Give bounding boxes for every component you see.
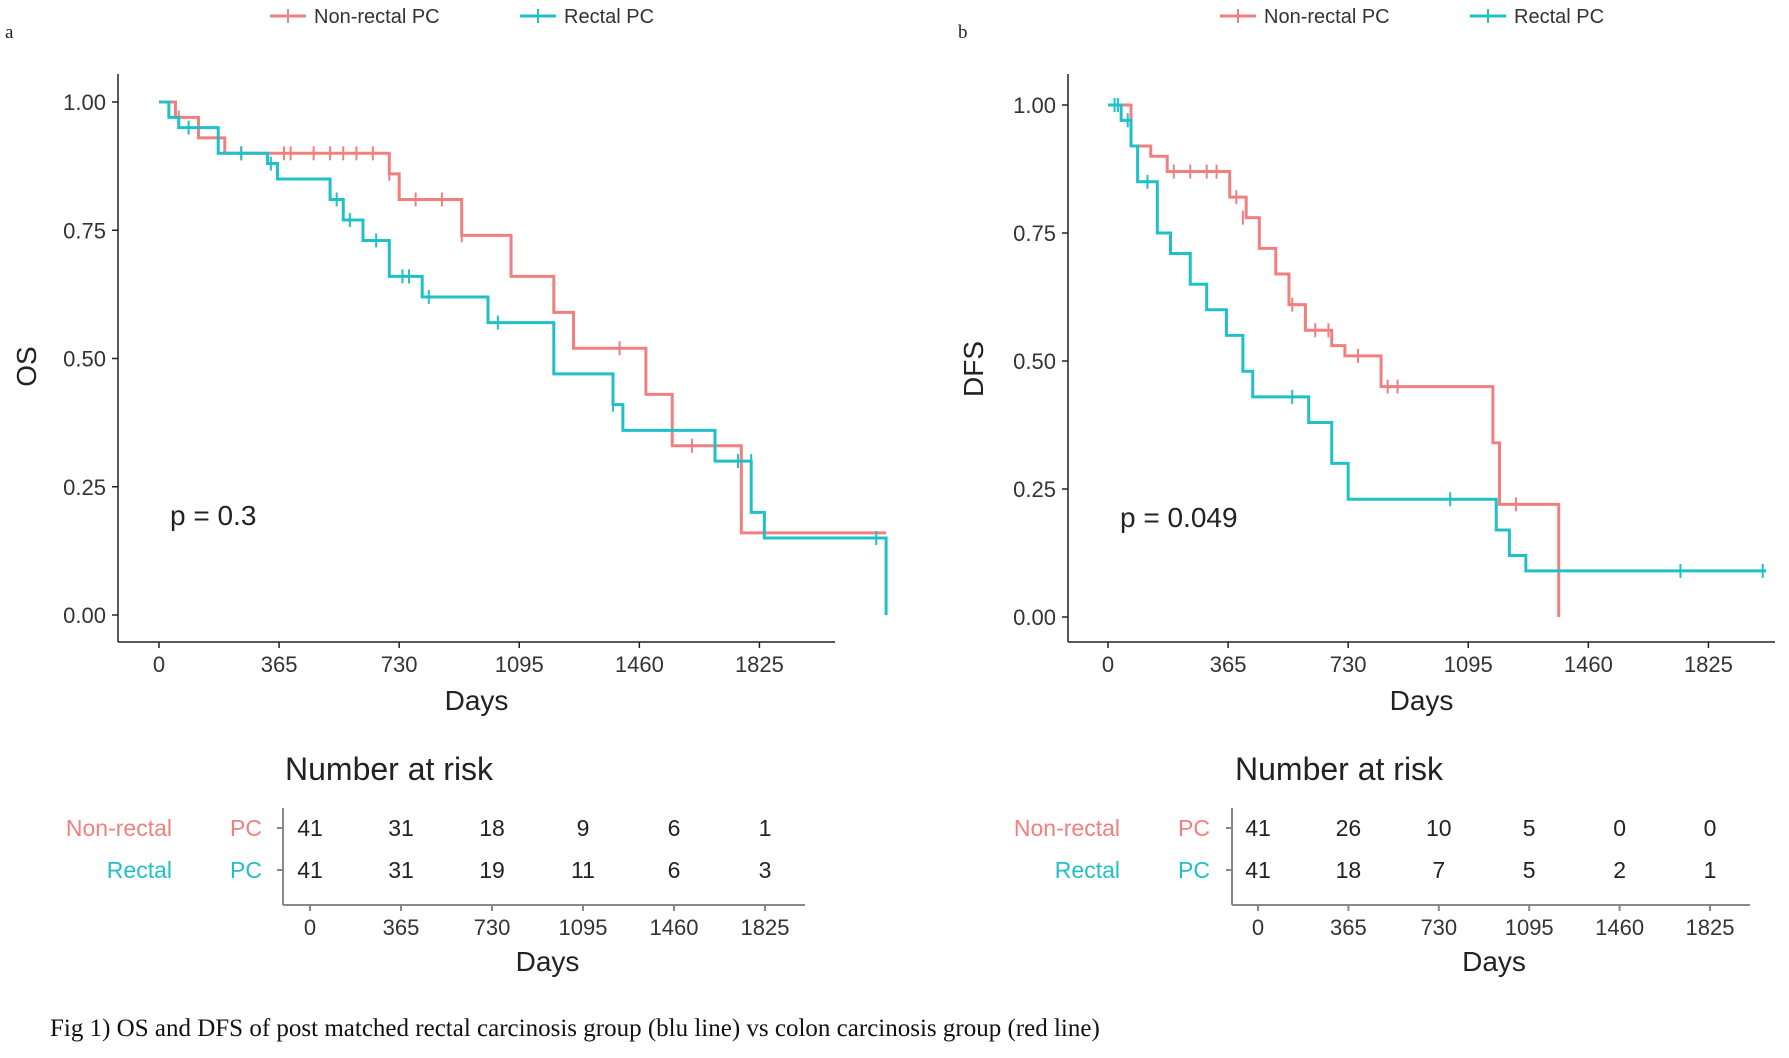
legend-label: Rectal PC <box>564 6 654 28</box>
x-tick-label: 1825 <box>1684 652 1733 677</box>
p-value: p = 0.049 <box>1120 502 1238 533</box>
panel-b: b Non-rectal PC Rectal PC 0.00 0.25 0.50 0.75 1… <box>958 6 1775 977</box>
y-tick-label: 0.75 <box>63 218 106 243</box>
risk-count: 18 <box>1336 857 1362 883</box>
survival-curve-rectal <box>159 100 888 615</box>
risk-table-title: Number at risk <box>285 751 494 787</box>
survival-curve-rectal <box>1108 103 1766 573</box>
risk-count: 41 <box>1245 815 1271 841</box>
risk-x-axis-title: Days <box>1462 946 1526 977</box>
risk-count: 0 <box>1613 815 1626 841</box>
legend-label: Non-rectal PC <box>314 6 440 28</box>
x-tick-label: 730 <box>381 652 418 677</box>
y-tick-label: 0.75 <box>1013 221 1056 246</box>
risk-count: 41 <box>297 815 323 841</box>
y-tick-label: 0.25 <box>63 475 106 500</box>
risk-x-tick-label: 365 <box>1330 915 1367 940</box>
risk-table-title: Number at risk <box>1235 751 1444 787</box>
risk-count: 5 <box>1523 815 1536 841</box>
risk-count: 1 <box>759 815 772 841</box>
legend-label: Rectal PC <box>1514 6 1604 28</box>
risk-x-axis-title: Days <box>516 946 580 977</box>
x-tick-label: 1095 <box>1444 652 1493 677</box>
y-tick-label: 0.00 <box>1013 605 1056 630</box>
x-tick-label: 1825 <box>735 652 784 677</box>
risk-x-tick-label: 0 <box>304 915 316 940</box>
x-tick-label: 730 <box>1330 652 1367 677</box>
risk-count: 2 <box>1613 857 1626 883</box>
risk-x-tick-label: 1825 <box>1686 915 1735 940</box>
y-axis-title: DFS <box>958 341 989 397</box>
y-tick-label: 0.50 <box>1013 349 1056 374</box>
risk-row-label: Rectal <box>1055 857 1120 883</box>
x-tick-label: 1460 <box>1564 652 1613 677</box>
risk-count: 31 <box>388 857 414 883</box>
risk-row-label-suffix: PC <box>230 815 262 841</box>
risk-row-label: Non-rectal <box>66 815 172 841</box>
x-tick-label: 365 <box>261 652 298 677</box>
y-tick-label: 0.50 <box>63 347 106 372</box>
y-tick-label: 0.00 <box>63 603 106 628</box>
risk-row-label-suffix: PC <box>1178 857 1210 883</box>
y-tick-label: 1.00 <box>1013 93 1056 118</box>
x-tick-label: 1460 <box>615 652 664 677</box>
x-tick-label: 0 <box>153 652 165 677</box>
risk-x-tick-label: 730 <box>474 915 511 940</box>
panel-label: b <box>958 22 968 43</box>
risk-count: 19 <box>479 857 505 883</box>
panel-a: a Non-rectal PC Rectal PC 0.00 0.25 0.50 0.75 1… <box>5 6 888 977</box>
risk-count: 6 <box>668 815 681 841</box>
risk-count: 0 <box>1704 815 1717 841</box>
risk-count: 9 <box>577 815 590 841</box>
risk-count: 11 <box>571 857 595 883</box>
x-axis-title: Days <box>445 685 509 716</box>
risk-count: 3 <box>759 857 772 883</box>
risk-x-tick-label: 0 <box>1252 915 1264 940</box>
survival-curve-non-rectal <box>159 100 887 535</box>
p-value: p = 0.3 <box>170 500 256 531</box>
x-tick-label: 0 <box>1102 652 1114 677</box>
risk-x-tick-label: 1460 <box>1595 915 1644 940</box>
risk-count: 10 <box>1426 815 1452 841</box>
x-tick-label: 1095 <box>495 652 544 677</box>
survival-curve-non-rectal <box>1108 103 1561 617</box>
risk-x-tick-label: 365 <box>383 915 420 940</box>
risk-x-tick-label: 730 <box>1420 915 1457 940</box>
risk-count: 6 <box>668 857 681 883</box>
y-tick-label: 0.25 <box>1013 477 1056 502</box>
figure-caption: Fig 1) OS and DFS of post matched rectal… <box>50 1015 1100 1042</box>
risk-count: 41 <box>297 857 323 883</box>
km-figure: a Non-rectal PC Rectal PC 0.00 0.25 0.50 0.75 1… <box>5 6 1775 977</box>
risk-count: 5 <box>1523 857 1536 883</box>
legend-label: Non-rectal PC <box>1264 6 1390 28</box>
risk-row-label: Rectal <box>107 857 172 883</box>
x-tick-label: 365 <box>1210 652 1247 677</box>
risk-count: 31 <box>388 815 414 841</box>
risk-x-tick-label: 1095 <box>1505 915 1554 940</box>
risk-row-label-suffix: PC <box>1178 815 1210 841</box>
risk-row-label-suffix: PC <box>230 857 262 883</box>
x-axis-title: Days <box>1390 685 1454 716</box>
risk-count: 18 <box>479 815 505 841</box>
risk-count: 41 <box>1245 857 1271 883</box>
risk-count: 1 <box>1704 857 1717 883</box>
risk-x-tick-label: 1095 <box>559 915 608 940</box>
risk-row-label: Non-rectal <box>1014 815 1120 841</box>
risk-x-tick-label: 1825 <box>741 915 790 940</box>
risk-x-tick-label: 1460 <box>650 915 699 940</box>
y-axis-title: OS <box>11 346 42 386</box>
panel-label: a <box>5 22 14 43</box>
risk-count: 7 <box>1432 857 1445 883</box>
y-tick-label: 1.00 <box>63 90 106 115</box>
risk-count: 26 <box>1336 815 1362 841</box>
